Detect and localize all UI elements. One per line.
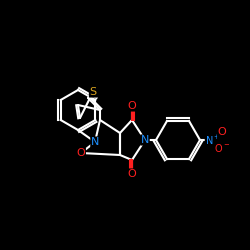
Text: O: O [218,127,226,137]
Text: N: N [141,135,149,145]
Text: N$^+$: N$^+$ [205,134,221,146]
Text: N: N [91,137,99,147]
Text: O: O [76,148,86,158]
Text: O$^-$: O$^-$ [214,142,230,154]
Text: O: O [128,169,136,179]
Text: O: O [128,101,136,111]
Text: S: S [90,87,96,97]
